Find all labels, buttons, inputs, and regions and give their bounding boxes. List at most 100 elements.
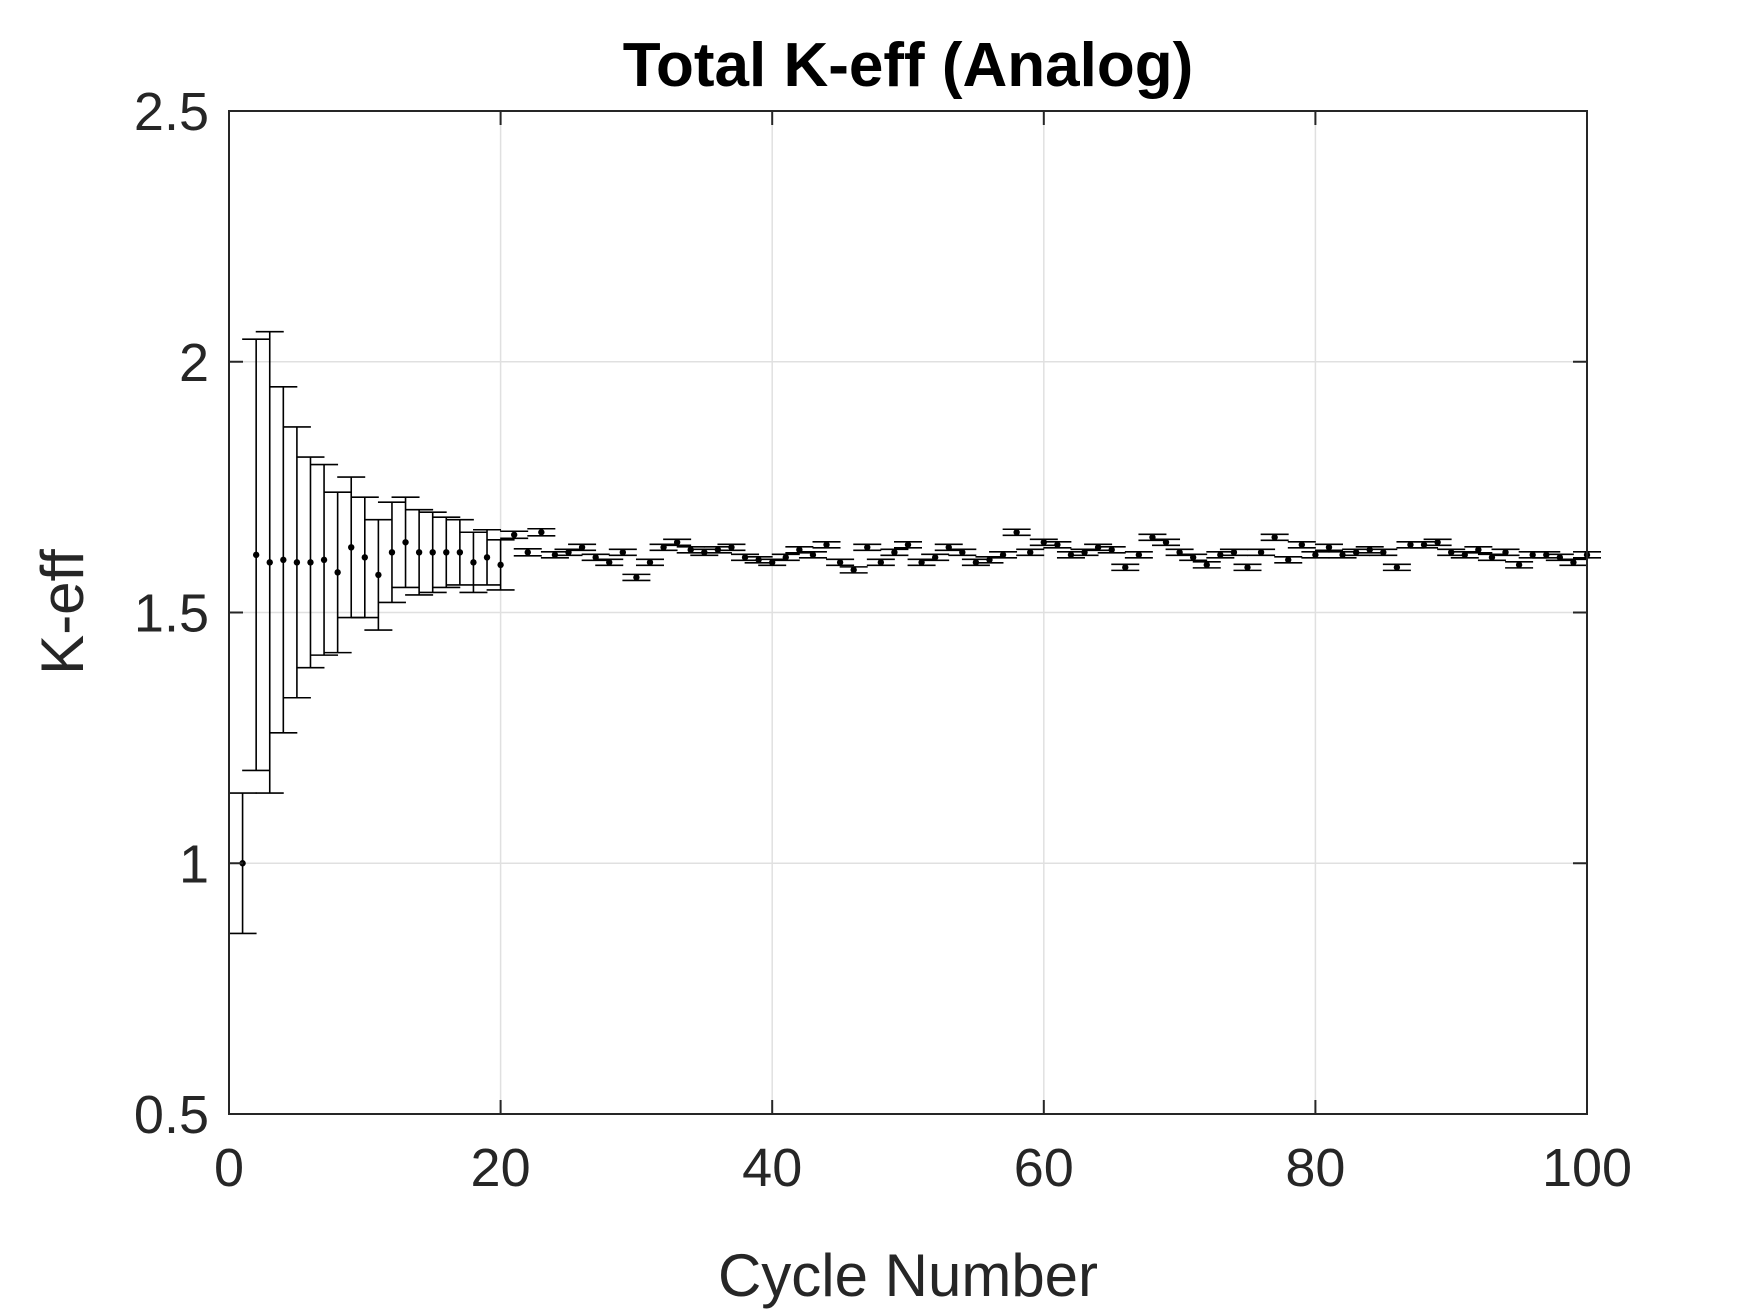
data-point: [850, 566, 857, 574]
data-point: [348, 544, 355, 551]
data-point: [945, 544, 952, 551]
data-point: [1448, 549, 1455, 556]
data-point: [1312, 551, 1319, 559]
data-point: [538, 529, 545, 536]
y-tick-labels: 0.5 1 1.5 2 2.5: [134, 82, 209, 1145]
data-point: [1094, 544, 1102, 551]
data-point: [1081, 549, 1088, 556]
data-point: [660, 544, 667, 551]
x-tick-label: 60: [1014, 1138, 1074, 1198]
data-point: [1556, 554, 1564, 561]
data-point: [1515, 561, 1523, 569]
data-point: [1380, 549, 1387, 556]
data-point: [510, 531, 518, 538]
data-point: [1298, 541, 1306, 548]
data-point: [769, 559, 776, 566]
x-tick-labels: 0 20 40 60 80 100: [214, 1138, 1632, 1198]
data-point: [918, 559, 925, 566]
data-point: [741, 554, 749, 561]
data-point: [1570, 559, 1577, 566]
data-point: [307, 559, 314, 566]
x-tick-label: 80: [1285, 1138, 1345, 1198]
data-point: [633, 574, 640, 581]
data-point: [1393, 564, 1401, 571]
data-point: [1230, 549, 1238, 556]
data-point: [755, 556, 762, 564]
data-point: [1420, 541, 1428, 548]
data-point: [334, 569, 341, 576]
chart-title: Total K-eff (Analog): [623, 31, 1194, 100]
x-tick-label: 40: [742, 1138, 802, 1198]
data-point: [1244, 564, 1251, 571]
data-point: [592, 554, 599, 561]
data-point: [1054, 541, 1061, 548]
data-point: [1434, 539, 1441, 546]
data-point: [320, 556, 328, 564]
data-point: [619, 549, 627, 556]
data-point: [551, 551, 559, 559]
data-point: [1176, 549, 1183, 556]
data-point: [1407, 541, 1414, 548]
data-point: [402, 539, 409, 546]
data-point: [578, 544, 586, 551]
data-point: [877, 559, 885, 566]
data-point: [280, 556, 287, 564]
data-point: [1203, 561, 1210, 569]
x-axis-label: Cycle Number: [718, 1242, 1098, 1309]
data-point: [1027, 549, 1034, 556]
y-tick-label: 1: [179, 834, 209, 894]
data-points: [239, 529, 1591, 867]
data-point: [524, 549, 531, 556]
data-point: [1135, 551, 1143, 559]
data-point: [429, 549, 436, 556]
data-point: [701, 549, 708, 556]
data-point: [1067, 551, 1075, 559]
data-point: [266, 559, 273, 566]
data-point: [728, 544, 735, 551]
x-tick-label: 0: [214, 1138, 244, 1198]
data-point: [565, 549, 572, 556]
data-point: [796, 546, 803, 554]
data-point: [891, 549, 898, 556]
data-point: [999, 551, 1007, 559]
data-point: [646, 559, 654, 566]
data-point: [904, 541, 912, 548]
data-point: [714, 546, 722, 554]
data-point: [1529, 551, 1536, 559]
data-point: [252, 551, 260, 559]
data-point: [293, 559, 301, 566]
data-point: [986, 556, 993, 564]
data-point: [864, 544, 871, 551]
data-point: [1189, 554, 1197, 561]
y-tick-label: 2: [179, 333, 209, 393]
data-point: [470, 559, 477, 566]
y-axis-label: K-eff: [29, 549, 96, 675]
data-point: [823, 541, 830, 548]
data-point: [1461, 551, 1468, 559]
data-point: [782, 554, 789, 561]
y-tick-label: 1.5: [134, 584, 209, 644]
data-point: [809, 551, 817, 559]
data-point: [1543, 551, 1550, 559]
data-point: [1162, 539, 1170, 546]
data-point: [606, 559, 613, 566]
data-point: [687, 546, 694, 554]
data-point: [959, 549, 966, 556]
data-point: [931, 554, 939, 561]
data-point: [1149, 534, 1156, 541]
data-point: [673, 539, 681, 546]
data-point: [375, 571, 382, 579]
data-point: [1285, 556, 1292, 564]
data-point: [1122, 564, 1129, 571]
data-point: [1325, 544, 1333, 551]
data-point: [1352, 549, 1360, 556]
x-tick-label: 100: [1542, 1138, 1632, 1198]
data-point: [456, 549, 464, 556]
data-point: [1040, 539, 1048, 546]
axis-ticks: [228, 110, 1588, 1115]
data-point: [443, 549, 450, 556]
data-point: [415, 549, 423, 556]
data-point: [1488, 554, 1496, 561]
data-point: [497, 561, 504, 569]
